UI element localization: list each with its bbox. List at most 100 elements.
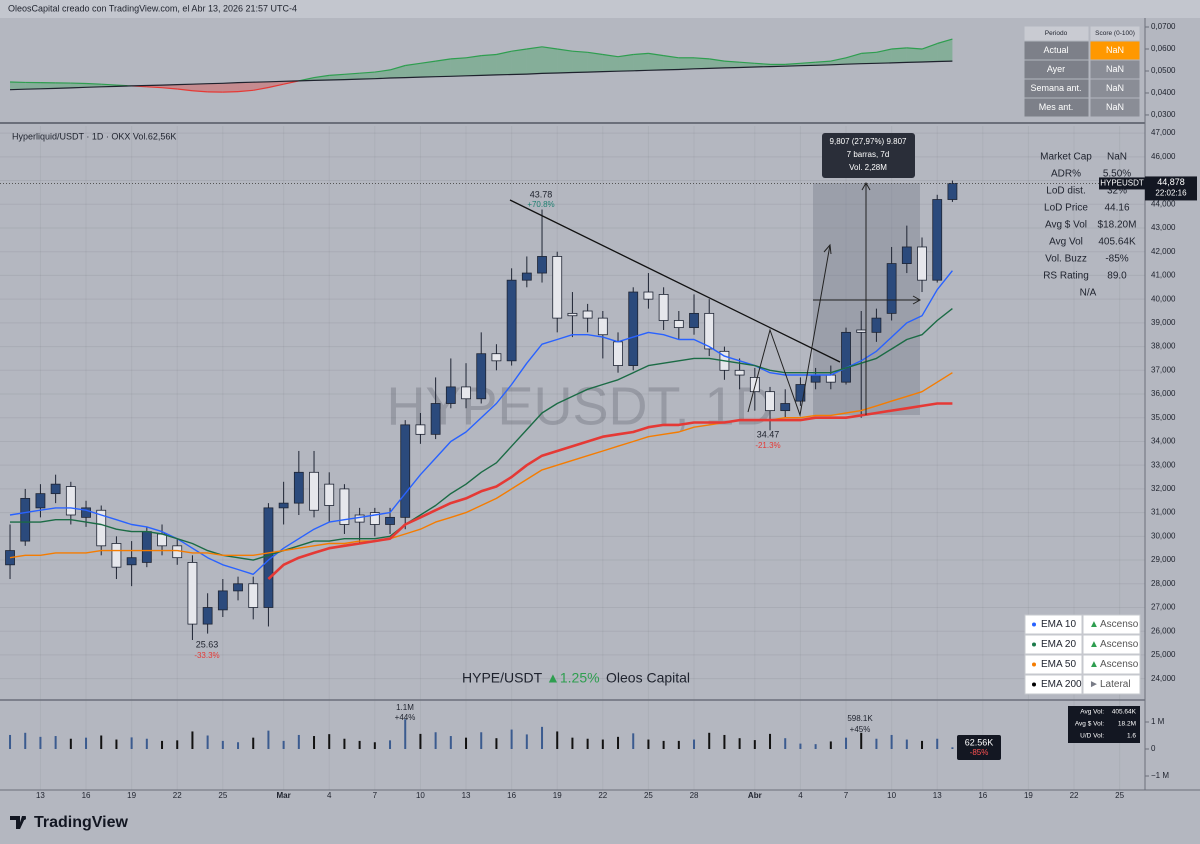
symbol-tag-bg — [1099, 177, 1145, 190]
x-tick-label: 16 — [978, 791, 987, 800]
table-label: Ayer — [1047, 64, 1065, 74]
stat-label: Vol. Buzz — [1045, 254, 1087, 265]
table-cell — [1024, 614, 1083, 635]
arrow-head — [912, 295, 922, 305]
candle-body — [400, 424, 411, 518]
volume-stat-value: 1.6 — [1127, 733, 1136, 740]
table-cell — [1024, 674, 1083, 695]
score-line — [359, 71, 375, 74]
score-line — [633, 52, 649, 56]
price-tag: 44,878 — [1157, 177, 1185, 187]
score-line — [648, 52, 664, 57]
y-tick-label: 25,000 — [1151, 650, 1176, 659]
stat-label: Avg Vol — [1049, 237, 1083, 248]
countdown: 22:02:16 — [1155, 189, 1187, 198]
x-tick-label: 13 — [933, 791, 942, 800]
score-line — [86, 82, 102, 85]
volume-change: +44% — [395, 713, 416, 722]
candle-body — [415, 424, 426, 435]
score-line — [937, 38, 953, 45]
ema-line — [9, 372, 953, 559]
band-fill — [70, 83, 87, 88]
volume-bar — [556, 731, 559, 749]
band-fill — [648, 53, 664, 71]
table-value: NaN — [1106, 83, 1124, 93]
ema-status: Lateral — [1100, 679, 1131, 690]
score-line — [344, 72, 360, 75]
x-tick-label: 4 — [327, 791, 332, 800]
x-tick-label: 4 — [798, 791, 803, 800]
candle-body — [369, 512, 380, 525]
ema-arrow: ▲ — [1089, 659, 1099, 670]
candle-body — [187, 562, 198, 625]
score-line — [192, 90, 208, 93]
band-fill — [268, 81, 284, 88]
stat-value: 405.64K — [1098, 237, 1136, 248]
volume-bar — [389, 740, 392, 749]
volume-bar — [769, 733, 772, 749]
volume-bar — [100, 735, 103, 749]
candle-body — [901, 246, 912, 264]
volume-bar — [419, 733, 422, 749]
volume-bar — [708, 732, 711, 749]
logo-icon — [22, 816, 26, 820]
score-line — [450, 57, 467, 60]
volume-bar — [434, 732, 437, 749]
candle-body — [704, 312, 715, 350]
arrow-head — [823, 243, 832, 255]
candle-body — [385, 516, 395, 525]
volume-bar — [738, 738, 741, 749]
volume-bar — [845, 737, 848, 749]
band-fill — [937, 39, 953, 62]
y-tick-label: 26,000 — [1151, 626, 1176, 635]
band-fill — [709, 58, 725, 69]
stat-value: NaN — [1107, 152, 1127, 163]
candle-body — [658, 294, 669, 321]
volume-bar — [723, 734, 726, 749]
volume-bar — [297, 734, 300, 749]
volume-bar — [85, 737, 88, 749]
score-line — [481, 53, 497, 57]
volume-stat-label: Avg $ Vol: — [1075, 721, 1104, 728]
score-line — [845, 52, 862, 59]
score-line — [268, 83, 284, 89]
volume-bar — [130, 737, 133, 749]
stat-value: 5.50% — [1103, 169, 1131, 180]
x-tick-label: 10 — [416, 791, 425, 800]
candle-body — [947, 183, 958, 200]
candle-body — [65, 486, 76, 516]
candle-body — [157, 533, 167, 547]
ema-line — [267, 402, 953, 580]
stat-note: N/A — [1080, 288, 1097, 299]
candle-body — [491, 353, 502, 362]
x-tick-label: 19 — [1024, 791, 1033, 800]
y-tick-label: 39,000 — [1151, 318, 1176, 327]
candle-body — [825, 374, 836, 383]
candle-body — [461, 386, 471, 400]
candle-body — [582, 310, 593, 319]
candle-body — [780, 403, 791, 412]
score-line — [465, 55, 482, 59]
y-tick-label: 37,000 — [1151, 365, 1176, 374]
stat-value: 89.0 — [1107, 271, 1127, 282]
score-line — [861, 51, 877, 54]
ema-status: Ascenso — [1100, 619, 1139, 630]
y-tick-label: 0,0600 — [1151, 44, 1176, 53]
x-tick-label: Mar — [277, 791, 291, 800]
band-fill — [420, 61, 436, 78]
caption-pair: HYPE/USDT — [462, 670, 543, 686]
y-tick-label: 44,000 — [1151, 199, 1176, 208]
band-fill — [40, 82, 56, 89]
y-tick-label: 0,0700 — [1151, 22, 1176, 31]
ema-status: Ascenso — [1100, 659, 1139, 670]
band-fill — [253, 81, 269, 91]
stat-value: 32% — [1107, 186, 1127, 197]
y-tick-label: 47,000 — [1151, 128, 1176, 137]
volume-bar — [829, 741, 832, 749]
stat-value: -85% — [1105, 254, 1128, 265]
volume-bar — [221, 740, 224, 749]
score-line — [374, 69, 391, 73]
y-tick-label: 32,000 — [1151, 484, 1176, 493]
volume-label: 1.1M — [396, 703, 414, 712]
